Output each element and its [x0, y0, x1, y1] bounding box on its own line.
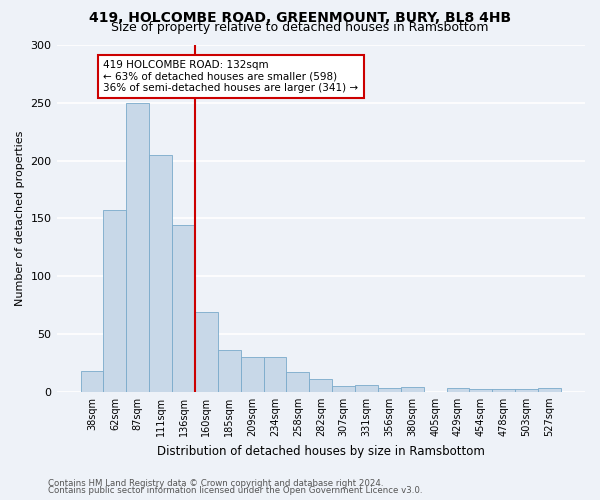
Bar: [446, 388, 469, 392]
Bar: [493, 390, 515, 392]
Bar: [515, 390, 538, 392]
Bar: [127, 103, 149, 392]
Bar: [310, 379, 332, 392]
Bar: [378, 388, 401, 392]
Text: Size of property relative to detached houses in Ramsbottom: Size of property relative to detached ho…: [111, 21, 489, 34]
Bar: [195, 312, 218, 392]
Bar: [401, 387, 424, 392]
Text: Contains HM Land Registry data © Crown copyright and database right 2024.: Contains HM Land Registry data © Crown c…: [48, 478, 383, 488]
Bar: [263, 357, 286, 392]
Bar: [469, 390, 493, 392]
Bar: [538, 388, 561, 392]
Bar: [103, 210, 127, 392]
Bar: [241, 357, 263, 392]
Bar: [172, 226, 195, 392]
Text: 419, HOLCOMBE ROAD, GREENMOUNT, BURY, BL8 4HB: 419, HOLCOMBE ROAD, GREENMOUNT, BURY, BL…: [89, 11, 511, 25]
Bar: [218, 350, 241, 392]
Bar: [286, 372, 310, 392]
Bar: [355, 385, 378, 392]
Bar: [149, 155, 172, 392]
Text: 419 HOLCOMBE ROAD: 132sqm
← 63% of detached houses are smaller (598)
36% of semi: 419 HOLCOMBE ROAD: 132sqm ← 63% of detac…: [103, 60, 359, 93]
Text: Contains public sector information licensed under the Open Government Licence v3: Contains public sector information licen…: [48, 486, 422, 495]
Bar: [332, 386, 355, 392]
Y-axis label: Number of detached properties: Number of detached properties: [15, 130, 25, 306]
Bar: [80, 371, 103, 392]
X-axis label: Distribution of detached houses by size in Ramsbottom: Distribution of detached houses by size …: [157, 444, 485, 458]
